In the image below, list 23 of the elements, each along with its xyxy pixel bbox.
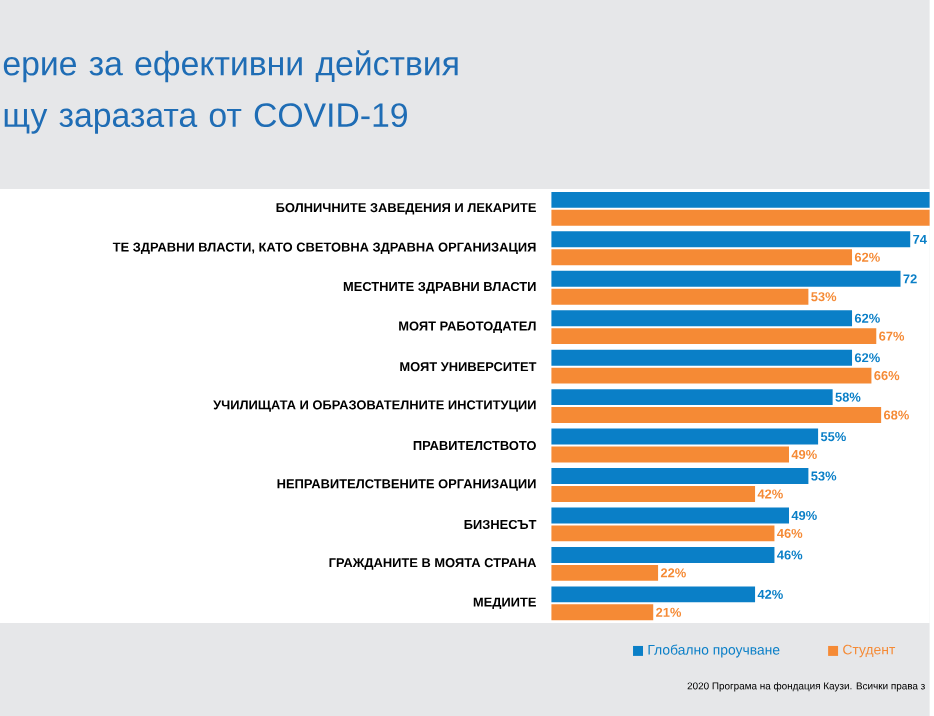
text: ерие за ефективни действия щу заразата от COVID-19 <box>3 49 458 134</box>
bar <box>551 525 775 542</box>
bar <box>551 349 853 366</box>
bar <box>551 327 877 344</box>
bar <box>551 309 853 326</box>
bar <box>551 388 833 405</box>
bar <box>551 270 901 287</box>
bar <box>551 367 872 384</box>
bar <box>551 485 756 502</box>
bar <box>551 288 809 305</box>
bar <box>551 209 930 226</box>
bar <box>551 231 911 247</box>
bar <box>551 406 882 423</box>
bar <box>551 546 775 563</box>
bar <box>551 428 819 445</box>
bar <box>551 604 654 620</box>
bar <box>551 446 789 463</box>
bar <box>551 586 756 603</box>
bar <box>551 507 789 524</box>
bar <box>551 191 930 208</box>
bar <box>551 467 809 484</box>
bar <box>551 564 659 581</box>
bar <box>551 248 853 265</box>
